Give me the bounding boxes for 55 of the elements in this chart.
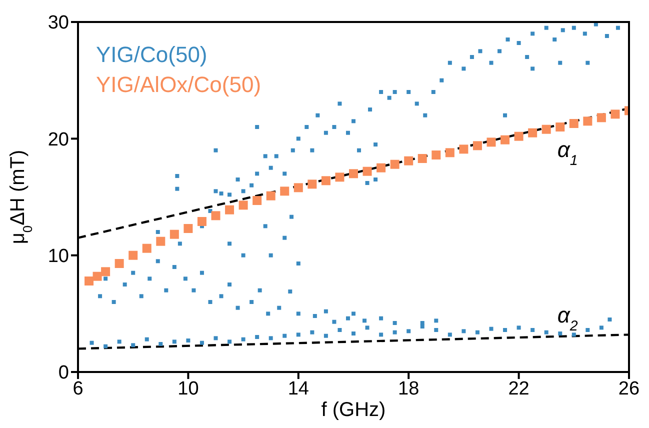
y-tick-label: 20 [48, 129, 69, 150]
point [528, 128, 538, 138]
point [114, 259, 124, 268]
x-tick-label: 6 [72, 378, 84, 400]
point [308, 180, 317, 189]
point [459, 144, 468, 154]
y-tick-label: 10 [48, 246, 69, 268]
point [184, 224, 193, 233]
point [404, 156, 414, 166]
point [472, 141, 482, 150]
point [583, 116, 592, 126]
x-tick-label: 26 [618, 378, 640, 400]
point [500, 135, 510, 144]
point [266, 191, 276, 200]
point [556, 122, 565, 132]
point [101, 267, 110, 276]
point [225, 205, 234, 214]
point [432, 150, 441, 160]
point [335, 172, 344, 182]
point [92, 272, 102, 281]
point [349, 169, 358, 178]
point [569, 119, 578, 128]
x-tick-label: 14 [288, 378, 310, 400]
point [542, 124, 551, 134]
point [128, 250, 138, 260]
point [390, 160, 400, 169]
point [362, 166, 372, 176]
annotation: α$_{2}$ [557, 302, 578, 334]
x-tick-label: 18 [398, 378, 420, 400]
point [418, 154, 427, 163]
point [321, 176, 330, 186]
annotation: α$_{1}$ [557, 137, 578, 170]
point [197, 217, 206, 226]
point [514, 132, 524, 141]
point [445, 148, 454, 158]
point [596, 113, 606, 122]
point [486, 138, 496, 147]
point [294, 183, 303, 192]
text: YIG/Co(50) [96, 41, 208, 69]
point [376, 163, 386, 172]
point [238, 200, 248, 210]
point [211, 211, 220, 220]
point [142, 244, 152, 253]
point [280, 186, 290, 196]
point [156, 236, 166, 246]
point [610, 110, 620, 119]
y-tick-label: 0 [58, 362, 69, 384]
point [84, 276, 94, 286]
x-axis-title: f (GHz) [321, 399, 386, 421]
x-tick-label: 22 [508, 378, 530, 400]
y-tick-label: 30 [48, 12, 69, 34]
x-tick-label: 10 [178, 378, 199, 400]
point [170, 230, 179, 239]
point [252, 196, 262, 205]
text: YIG/AlOx/Co(50) [96, 71, 262, 99]
